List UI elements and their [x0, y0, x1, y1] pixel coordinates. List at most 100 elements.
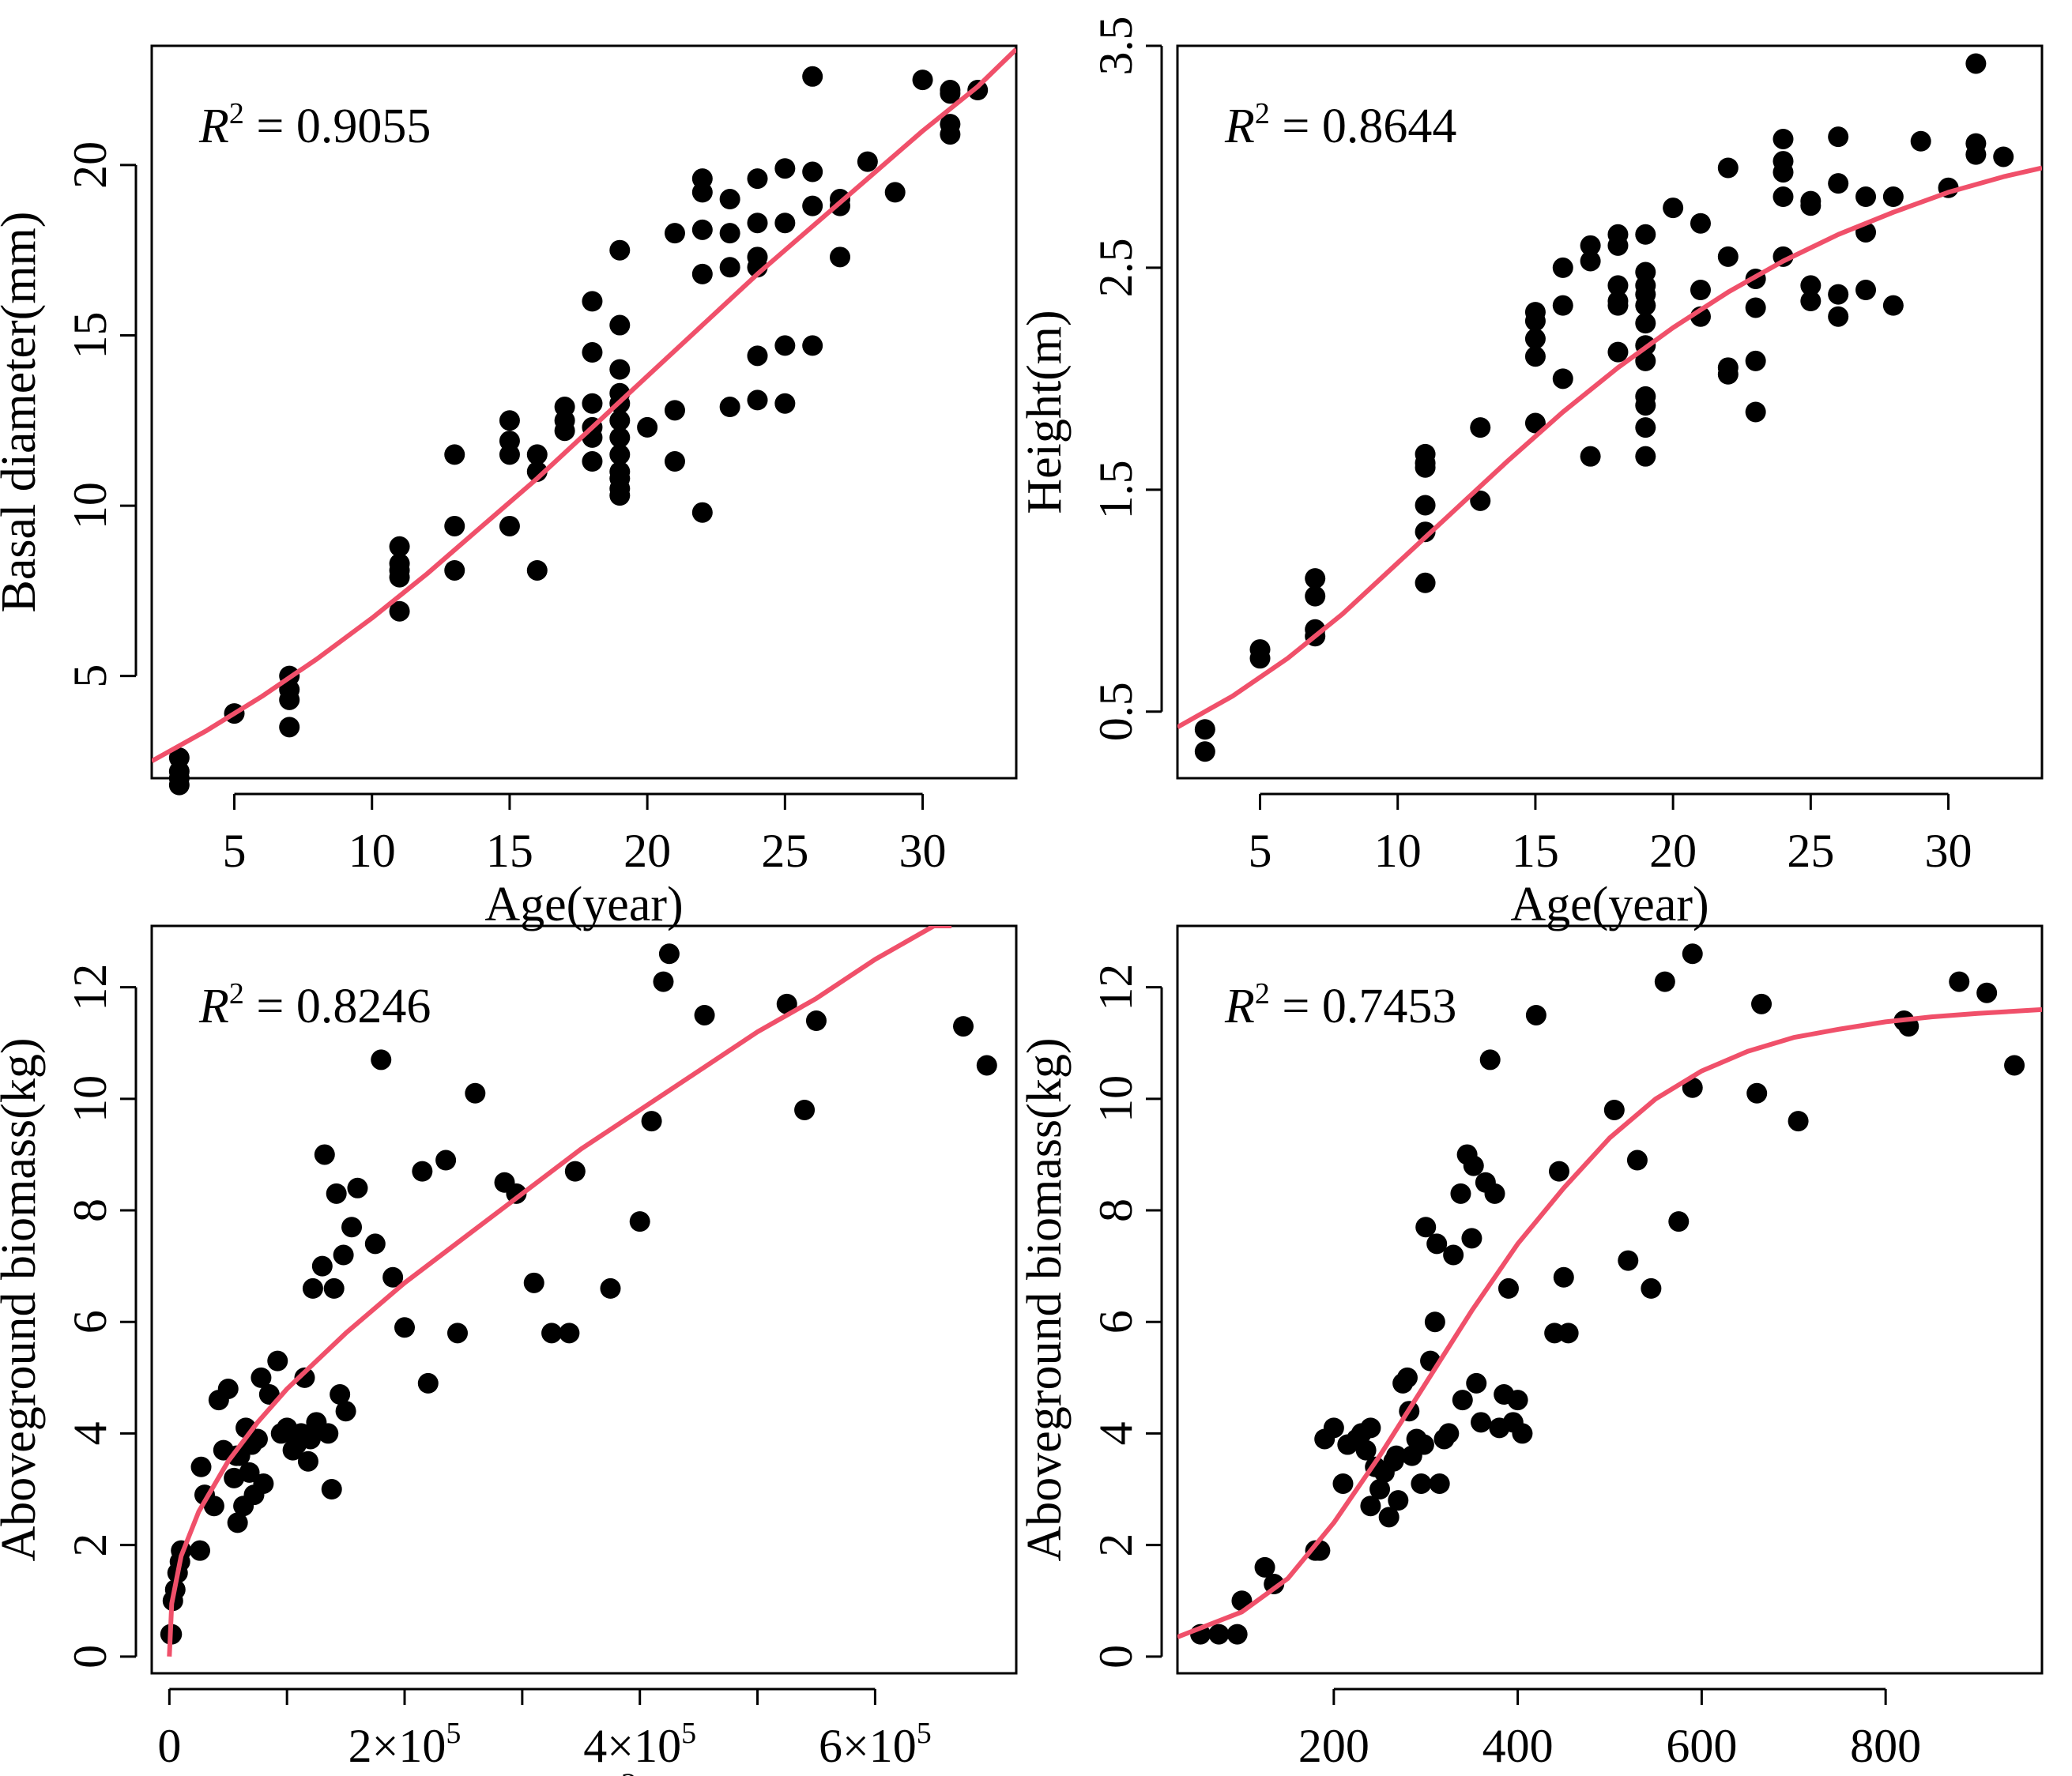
data-point: [691, 263, 713, 284]
data-point: [168, 774, 190, 796]
r-squared-annotation: R2 = 0.8644: [1224, 97, 1456, 153]
x-tick-label: 20: [1649, 825, 1697, 877]
data-point: [609, 410, 631, 431]
data-point: [719, 223, 740, 244]
data-point: [1415, 572, 1436, 593]
data-point: [1682, 1077, 1703, 1098]
y-tick-label: 12: [64, 964, 116, 1011]
data-point: [1470, 417, 1491, 438]
data-point: [1524, 346, 1546, 367]
x-tick-label: 15: [486, 825, 533, 877]
data-point: [253, 1473, 274, 1494]
data-point: [658, 943, 680, 965]
data-point: [1415, 1217, 1437, 1238]
data-point: [412, 1161, 433, 1182]
y-tick-label: 2: [1090, 1533, 1142, 1557]
data-point: [1993, 146, 2014, 167]
data-point: [1580, 446, 1601, 467]
plot-frame: [150, 44, 1018, 780]
data-point: [1745, 297, 1766, 318]
data-point: [1682, 943, 1703, 965]
data-point: [499, 444, 520, 465]
data-point: [371, 1049, 392, 1070]
data-point: [582, 291, 603, 312]
data-point: [330, 1384, 351, 1405]
data-point: [1226, 1624, 1248, 1645]
y-tick-label: 6: [1090, 1310, 1142, 1334]
y-tick-label: 6: [64, 1310, 116, 1334]
data-point: [267, 1350, 288, 1372]
r-squared-annotation: R2 = 0.8246: [198, 977, 431, 1033]
data-point: [389, 566, 410, 588]
data-point: [1466, 1372, 1487, 1394]
fit-curve: [152, 47, 1016, 764]
data-point: [1580, 235, 1601, 256]
data-point: [1471, 1412, 1492, 1433]
data-point: [637, 416, 658, 438]
data-point: [1264, 1574, 1285, 1595]
data-point: [664, 223, 685, 244]
y-tick-label: 15: [64, 311, 116, 359]
data-point: [776, 993, 797, 1014]
data-point: [326, 1183, 347, 1204]
data-point: [953, 1016, 974, 1037]
y-tick-label: 8: [1090, 1198, 1142, 1222]
data-point: [1369, 1479, 1391, 1500]
data-point: [1828, 284, 1849, 305]
data-point: [1607, 295, 1629, 316]
x-tick-label: 200: [1298, 1720, 1369, 1772]
data-point: [554, 420, 575, 442]
data-point: [1788, 1111, 1809, 1132]
data-point: [1635, 446, 1656, 467]
data-point: [1355, 1439, 1377, 1461]
data-point: [1607, 341, 1629, 363]
data-point: [609, 359, 631, 380]
data-point: [314, 1144, 335, 1165]
data-point: [774, 393, 796, 414]
data-point: [1976, 982, 1998, 1003]
data-point: [747, 345, 768, 367]
plot-frame: [1176, 924, 2044, 1675]
data-point: [719, 189, 740, 210]
data-point: [805, 1010, 827, 1032]
data-point: [940, 124, 961, 145]
data-point: [1607, 235, 1629, 256]
data-point: [1828, 126, 1849, 148]
x-tick-label: 6×105: [819, 1717, 932, 1772]
data-point: [1965, 53, 1987, 74]
data-point: [1415, 495, 1436, 516]
data-point: [719, 257, 740, 278]
data-point: [1635, 224, 1656, 245]
data-point: [1773, 186, 1794, 208]
data-point: [323, 1277, 345, 1299]
data-point: [1194, 719, 1215, 740]
data-point: [600, 1277, 621, 1299]
data-point: [279, 717, 300, 738]
data-point: [1751, 993, 1773, 1014]
data-point: [1443, 1244, 1464, 1266]
x-tick-label: 0: [157, 1720, 181, 1772]
x-axis-label: Age(year): [1510, 878, 1708, 931]
data-point: [2004, 1055, 2025, 1076]
data-point: [335, 1401, 356, 1422]
y-tick-label: 1.5: [1090, 460, 1142, 519]
data-point: [1512, 1423, 1533, 1444]
data-point: [884, 182, 906, 203]
data-point: [1378, 1507, 1400, 1528]
data-point: [1385, 1445, 1407, 1466]
panel-bottom-left: 0 2×105 4×105 6×105 0 2 4 6 8 10 12 (nBDm)2Hm Aboveg…: [0, 924, 1018, 1776]
data-point: [1635, 417, 1656, 438]
data-point: [1254, 1556, 1275, 1578]
y-axis-label: Height(m): [1018, 310, 1072, 514]
data-point: [1452, 1390, 1473, 1411]
data-point: [1524, 310, 1546, 332]
y-tick-label: 3.5: [1090, 17, 1142, 76]
data-point: [394, 1317, 416, 1338]
data-point: [506, 1183, 527, 1204]
data-point: [582, 393, 603, 414]
data-point: [1426, 1233, 1448, 1255]
data-point: [417, 1372, 439, 1394]
data-point: [341, 1217, 363, 1238]
data-point: [747, 168, 768, 190]
